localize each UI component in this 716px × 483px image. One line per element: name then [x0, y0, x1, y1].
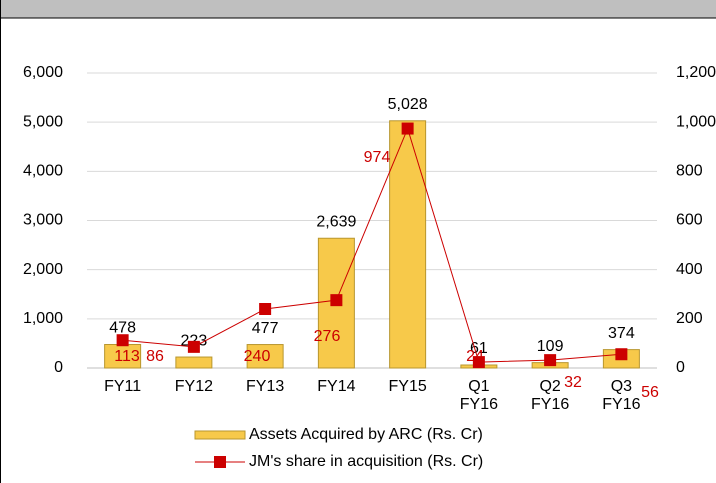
line-value-label: 56: [641, 384, 659, 401]
x-tick-label: FY12: [174, 378, 213, 395]
x-tick-label: Q1 FY16: [459, 378, 498, 413]
line-marker: [259, 303, 272, 315]
line-marker: [116, 334, 129, 347]
line: [122, 127, 622, 363]
y-tick-label: 1,000: [23, 310, 63, 327]
y-tick-label: 4,000: [23, 163, 63, 180]
y2-tick-label: 800: [676, 163, 703, 180]
bar-value-label: 374: [608, 325, 635, 342]
bar-value-label: 2,639: [316, 213, 356, 230]
legend-swatch: [194, 430, 246, 440]
y2-tick-label: 1,000: [676, 113, 716, 130]
line-marker: [401, 122, 414, 135]
line-marker: [330, 294, 343, 307]
y2-tick-label: 200: [676, 310, 703, 327]
line-marker: [544, 354, 557, 367]
bar: [389, 120, 427, 369]
bar: [175, 356, 213, 369]
y2-tick-label: 0: [676, 359, 685, 376]
y2-tick-label: 600: [676, 212, 703, 229]
bar-value-label: 109: [537, 338, 564, 355]
bar-value-label: 477: [252, 320, 279, 337]
y-tick-label: 6,000: [23, 64, 63, 81]
x-tick-label: FY11: [104, 378, 142, 395]
y2-tick-label: 1,200: [676, 64, 716, 81]
y-tick-label: 5,000: [23, 113, 63, 130]
y-tick-label: 0: [54, 359, 63, 376]
legend-label: JM's share in acquisition (Rs. Cr): [249, 453, 483, 470]
y-tick-label: 3,000: [23, 212, 63, 229]
y-tick-label: 2,000: [23, 261, 63, 278]
bar-value-label: 61: [470, 340, 488, 357]
line-value-label: 86: [146, 348, 164, 365]
legend-marker: [214, 456, 226, 468]
bar-value-label: 5,028: [388, 96, 428, 113]
header-band: [0, 0, 716, 18]
bar-value-label: 223: [181, 332, 208, 349]
line-value-label: 240: [244, 348, 271, 365]
x-tick-label: FY14: [317, 378, 356, 395]
line-value-label: 32: [564, 374, 582, 391]
line-marker: [187, 340, 200, 353]
line-marker: [472, 356, 485, 369]
line-value-label: 974: [364, 149, 391, 166]
bar: [246, 344, 284, 369]
x-tick-label: FY13: [246, 378, 285, 395]
x-tick-label: Q2 FY16: [531, 378, 570, 413]
y2-tick-label: 400: [676, 261, 703, 278]
x-tick-label: Q3 FY16: [602, 378, 641, 413]
bar-value-label: 478: [109, 320, 136, 337]
line-value-label: 24: [466, 348, 484, 365]
line-marker: [615, 348, 628, 361]
legend-label: Assets Acquired by ARC (Rs. Cr): [249, 426, 483, 443]
line-value-label: 113: [114, 348, 140, 365]
line-value-label: 276: [314, 328, 341, 345]
x-tick-label: FY15: [388, 378, 427, 395]
